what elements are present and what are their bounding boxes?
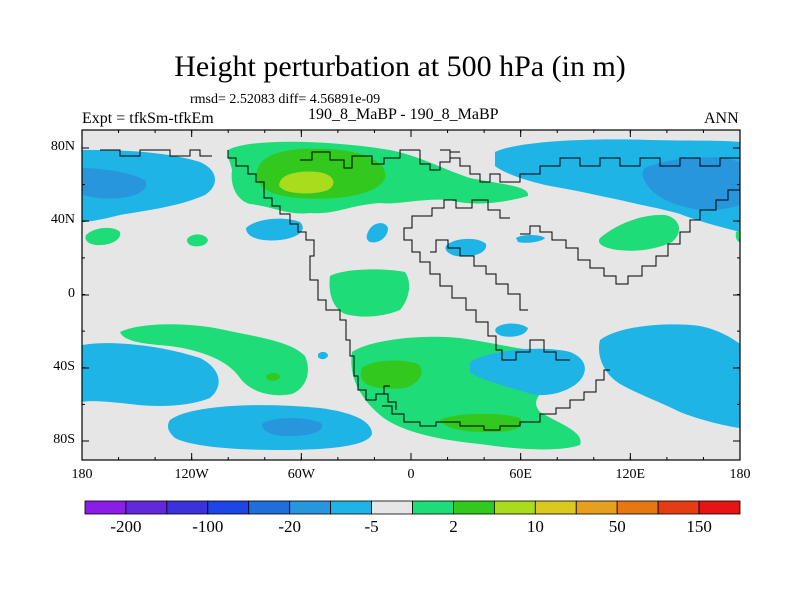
colorbar-swatch — [84, 500, 127, 515]
coastline-africa-south — [430, 239, 528, 311]
season-label: ANN — [704, 110, 739, 127]
contour-green-pacific-40n — [85, 227, 121, 246]
colorbar-swatch — [371, 500, 413, 515]
coastline-arctic-left — [100, 149, 212, 157]
y-tick-label: 40S — [53, 359, 75, 374]
contour-blue-indian-equator — [495, 323, 528, 337]
axis-ticks — [81, 130, 741, 460]
colorbar-swatch — [248, 500, 291, 515]
colorbar-swatch — [493, 500, 536, 515]
colorbar-swatch — [453, 500, 495, 515]
colorbar-swatch — [698, 500, 741, 515]
x-tick-label: 120W — [174, 467, 209, 482]
case-label: 190_8_MaBP - 190_8_MaBP — [308, 106, 499, 123]
contour-darkgreen-indian-south — [440, 413, 522, 433]
contour-blue-mediterranean — [445, 238, 487, 257]
contour-midblue-south-pacific — [262, 418, 323, 436]
colorbar-swatch — [616, 500, 659, 515]
colorbar-label: 150 — [686, 517, 712, 536]
contour-midblue-north-pacific — [82, 168, 147, 199]
colorbar-swatch — [166, 500, 209, 515]
contour-blue-southwest-pacific — [82, 343, 219, 406]
coastline-europe-africa — [403, 215, 570, 361]
x-tick-label: 180 — [71, 467, 93, 482]
x-tick-label: 120E — [615, 467, 646, 482]
coastline-eurasia — [440, 149, 740, 183]
colorbar-label: 2 — [449, 517, 458, 536]
contour-blue-south-indian — [598, 324, 740, 428]
colorbar-swatch — [289, 500, 332, 515]
colorbar-swatch — [575, 500, 618, 515]
contour-green-right-edge — [735, 230, 740, 242]
colorbar-swatch — [125, 500, 168, 515]
stats-label: rmsd= 2.52083 diff= 4.56891e-09 — [190, 92, 381, 107]
contour-blue-atlantic-40n — [366, 223, 388, 243]
x-tick-label: 60W — [287, 467, 315, 482]
y-tick-label: 80N — [50, 139, 75, 154]
colorbar-swatch — [207, 500, 250, 515]
coastline-north-canada — [300, 149, 420, 169]
x-tick-label: 60E — [509, 467, 532, 482]
colorbar-label: -5 — [364, 517, 379, 536]
y-tick-label: 0 — [68, 286, 75, 301]
contour-lime-north — [279, 171, 334, 194]
coastline-asia-east — [520, 189, 740, 285]
coastline-antarctic-peninsula — [380, 393, 397, 410]
contour-blue-north-pacific — [82, 150, 216, 222]
x-tick-label: 0 — [407, 467, 415, 482]
contour-darkgreen-south-atlantic — [360, 360, 422, 389]
contour-green-asia-40n — [598, 214, 680, 251]
contour-blue-north-america — [246, 218, 303, 241]
colorbar-swatch — [534, 500, 577, 515]
colorbar-label: -200 — [110, 517, 142, 536]
coastline-greenland — [419, 150, 460, 171]
y-tick-label: 40N — [50, 212, 75, 227]
contour-green-tropical-atlantic — [329, 269, 410, 317]
colorbar-swatch — [330, 500, 372, 515]
colorbar-swatch — [412, 500, 454, 515]
contour-field — [82, 130, 740, 460]
contour-green-south-pacific — [120, 324, 308, 396]
colorbar-label: 50 — [608, 517, 626, 536]
y-tick-label: 80S — [53, 432, 75, 447]
colorbar — [84, 500, 741, 515]
x-tick-label: 180 — [729, 467, 751, 482]
contour-blue-small-asia — [516, 235, 545, 243]
colorbar-swatch — [657, 500, 700, 515]
colorbar-label: -20 — [278, 517, 302, 536]
coastline-mediterranean — [420, 199, 510, 219]
plot-title: Height perturbation at 500 hPa (in m) — [174, 50, 626, 83]
contour-blue-dot — [318, 351, 328, 360]
experiment-label: Expt = tfkSm-tfkEm — [82, 110, 214, 127]
contour-midblue-siberia — [642, 157, 740, 211]
contour-green-small-40n — [186, 234, 208, 247]
contour-darkgreen-small-south — [266, 373, 280, 381]
coastline-north-america — [227, 150, 390, 401]
colorbar-label: -100 — [192, 517, 224, 536]
coastlines — [100, 149, 740, 431]
colorbar-label: 10 — [526, 517, 544, 536]
coastline-antarctica — [382, 369, 610, 431]
